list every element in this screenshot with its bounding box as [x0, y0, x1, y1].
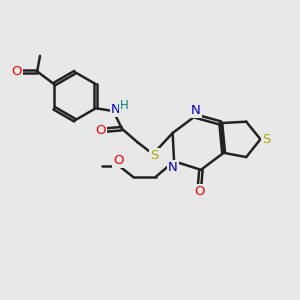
- Text: N: N: [191, 104, 201, 117]
- Text: H: H: [120, 100, 128, 112]
- Text: O: O: [113, 154, 123, 167]
- Text: O: O: [95, 124, 106, 136]
- Text: S: S: [262, 133, 271, 146]
- Text: O: O: [11, 65, 22, 78]
- Text: S: S: [150, 149, 159, 162]
- Text: N: N: [168, 161, 178, 174]
- Text: N: N: [111, 103, 121, 116]
- Text: O: O: [194, 185, 205, 198]
